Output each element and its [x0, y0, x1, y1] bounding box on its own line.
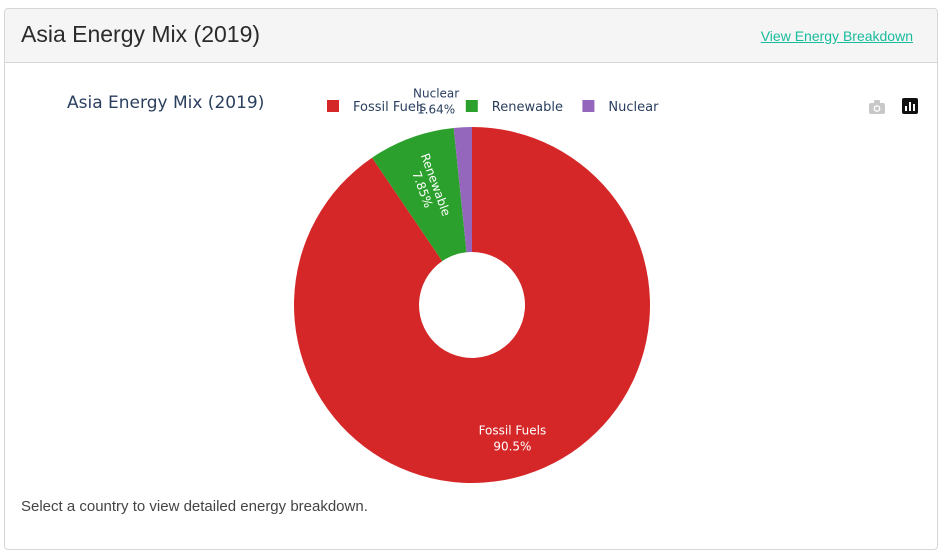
pie-chart: Asia Energy Mix (2019) Fossil Fuels Renew… — [67, 86, 918, 484]
plotly-logo-icon[interactable] — [902, 98, 918, 114]
legend-swatch — [465, 100, 478, 112]
view-energy-breakdown-link[interactable]: View Energy Breakdown — [760, 28, 913, 44]
camera-icon[interactable] — [869, 100, 885, 114]
card-title: Asia Energy Mix (2019) — [21, 21, 261, 47]
legend-label: Fossil Fuels — [353, 100, 426, 115]
pie-slices — [294, 127, 650, 484]
card-header: Asia Energy Mix (2019) View Energy Break… — [5, 9, 937, 63]
legend-item-nuclear[interactable]: Nuclear — [582, 100, 659, 115]
chart-area: Asia Energy Mix (2019) Fossil Fuels Renew… — [5, 63, 937, 493]
pie-slice-nuclear[interactable] — [453, 127, 472, 253]
legend: Fossil Fuels Renewable Nuclear — [327, 100, 659, 115]
chart-title: Asia Energy Mix (2019) — [67, 93, 264, 113]
energy-card: Asia Energy Mix (2019) View Energy Break… — [4, 8, 938, 550]
legend-label: Renewable — [492, 100, 563, 115]
legend-swatch — [582, 100, 595, 112]
legend-swatch — [327, 100, 339, 112]
legend-item-fossil-fuels[interactable]: Fossil Fuels — [327, 100, 426, 115]
slice-label-nuclear: Nuclear 1.64% — [413, 86, 459, 116]
pie-slice-fossil-fuels[interactable] — [294, 127, 650, 484]
pie-slice-renewable[interactable] — [372, 127, 467, 262]
legend-label: Nuclear — [608, 100, 659, 115]
legend-item-renewable[interactable]: Renewable — [465, 100, 563, 115]
footer-hint: Select a country to view detailed energy… — [21, 498, 368, 515]
slice-label-fossil-fuels: Fossil Fuels 90.5% — [479, 423, 547, 453]
